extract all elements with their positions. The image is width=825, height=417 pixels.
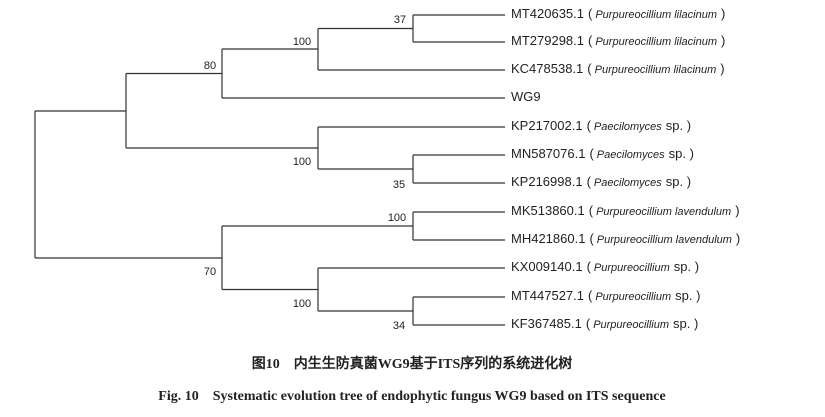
leaf-label: MT447527.1 (Purpureocillium sp. ) xyxy=(511,288,700,303)
branch xyxy=(317,126,505,170)
suffix: sp. ) xyxy=(666,174,691,189)
leaf-label: KC478538.1 (Purpureocillium lilacinum) xyxy=(511,61,725,76)
bracket: ( xyxy=(589,203,594,218)
suffix: ) xyxy=(720,61,724,76)
leaf-label: MK513860.1 (Purpureocillium lavendulum) xyxy=(511,203,740,218)
accession: MK513860.1 xyxy=(511,203,585,218)
bootstrap-value: 100 xyxy=(293,36,311,48)
branch xyxy=(317,267,505,312)
species: Purpureocillium lilacinum xyxy=(595,64,717,76)
branch xyxy=(34,110,222,259)
suffix: ) xyxy=(721,6,725,21)
species: Purpureocillium xyxy=(593,319,669,331)
leaf-label: WG9 xyxy=(511,89,541,104)
species: Paecilomyces xyxy=(594,177,662,189)
species: Paecilomyces xyxy=(597,149,665,161)
suffix: ) xyxy=(721,33,725,48)
branch xyxy=(221,48,505,99)
suffix: sp. ) xyxy=(673,316,698,331)
bracket: ( xyxy=(587,174,592,189)
caption-en: Fig. 10 Systematic evolution tree of endo… xyxy=(158,389,665,404)
accession: MT447527.1 xyxy=(511,288,584,303)
bracket: ( xyxy=(586,316,591,331)
accession: KC478538.1 xyxy=(511,61,583,76)
caption-label: Fig. 10 xyxy=(158,389,198,404)
caption-label: 图10 xyxy=(252,356,280,372)
bootstrap-value: 100 xyxy=(388,212,406,224)
bracket: ( xyxy=(589,231,594,246)
bootstrap-value: 34 xyxy=(393,320,405,332)
branch xyxy=(412,14,505,43)
species: Purpureocillium lavendulum xyxy=(596,206,731,218)
bracket: ( xyxy=(587,61,592,76)
accession: WG9 xyxy=(511,89,541,104)
branch xyxy=(412,211,505,241)
leaf-label: KX009140.1 (Purpureocillium sp. ) xyxy=(511,259,699,274)
suffix: sp. ) xyxy=(669,146,694,161)
suffix: sp. ) xyxy=(675,288,700,303)
accession: KX009140.1 xyxy=(511,259,583,274)
bracket: ( xyxy=(587,259,592,274)
caption-cn: 图10 内生生防真菌WG9基于ITS序列的系统进化树 xyxy=(252,355,572,372)
bootstrap-value: 100 xyxy=(293,156,311,168)
species: Paecilomyces xyxy=(594,121,662,133)
accession: MT279298.1 xyxy=(511,33,584,48)
leaf-label: MH421860.1 (Purpureocillium lavendulum) xyxy=(511,231,740,246)
species: Purpureocillium lavendulum xyxy=(597,234,732,246)
bootstrap-value: 37 xyxy=(394,14,406,26)
accession: MN587076.1 xyxy=(511,146,585,161)
suffix: ) xyxy=(736,231,740,246)
leaf-label: MT279298.1 (Purpureocillium lilacinum) xyxy=(511,33,725,48)
bootstrap-value: 35 xyxy=(393,179,405,191)
leaf-label: MT420635.1 (Purpureocillium lilacinum) xyxy=(511,6,725,21)
tree-branches xyxy=(34,14,505,326)
branch xyxy=(412,296,505,326)
accession: KP217002.1 xyxy=(511,118,583,133)
bootstrap-value: 80 xyxy=(204,60,216,72)
species: Purpureocillium xyxy=(595,291,671,303)
leaf-label: MN587076.1 (Paecilomyces sp. ) xyxy=(511,146,694,161)
species: Purpureocillium xyxy=(594,262,670,274)
accession: KF367485.1 xyxy=(511,316,582,331)
branch xyxy=(317,27,505,71)
leaf-label: KP216998.1 (Paecilomyces sp. ) xyxy=(511,174,691,189)
bootstrap-value: 100 xyxy=(293,298,311,310)
species: Purpureocillium lilacinum xyxy=(595,36,717,48)
suffix: ) xyxy=(735,203,739,218)
suffix: sp. ) xyxy=(666,118,691,133)
species: Purpureocillium lilacinum xyxy=(595,9,717,21)
bracket: ( xyxy=(587,118,592,133)
leaf-label: KP217002.1 (Paecilomyces sp. ) xyxy=(511,118,691,133)
caption-text: 内生生防真菌WG9基于ITS序列的系统进化树 xyxy=(294,355,572,372)
bracket: ( xyxy=(589,146,594,161)
bracket: ( xyxy=(588,33,593,48)
bootstrap-value: 70 xyxy=(204,266,216,278)
bracket: ( xyxy=(588,6,593,21)
branch xyxy=(412,154,505,184)
leaf-label: KF367485.1 (Purpureocillium sp. ) xyxy=(511,316,698,331)
bracket: ( xyxy=(588,288,593,303)
accession: KP216998.1 xyxy=(511,174,583,189)
accession: MT420635.1 xyxy=(511,6,584,21)
caption-text: Systematic evolution tree of endophytic … xyxy=(213,389,666,404)
suffix: sp. ) xyxy=(674,259,699,274)
accession: MH421860.1 xyxy=(511,231,585,246)
labels: MT420635.1(Purpureocillium lilacinum)MT2… xyxy=(204,6,740,331)
